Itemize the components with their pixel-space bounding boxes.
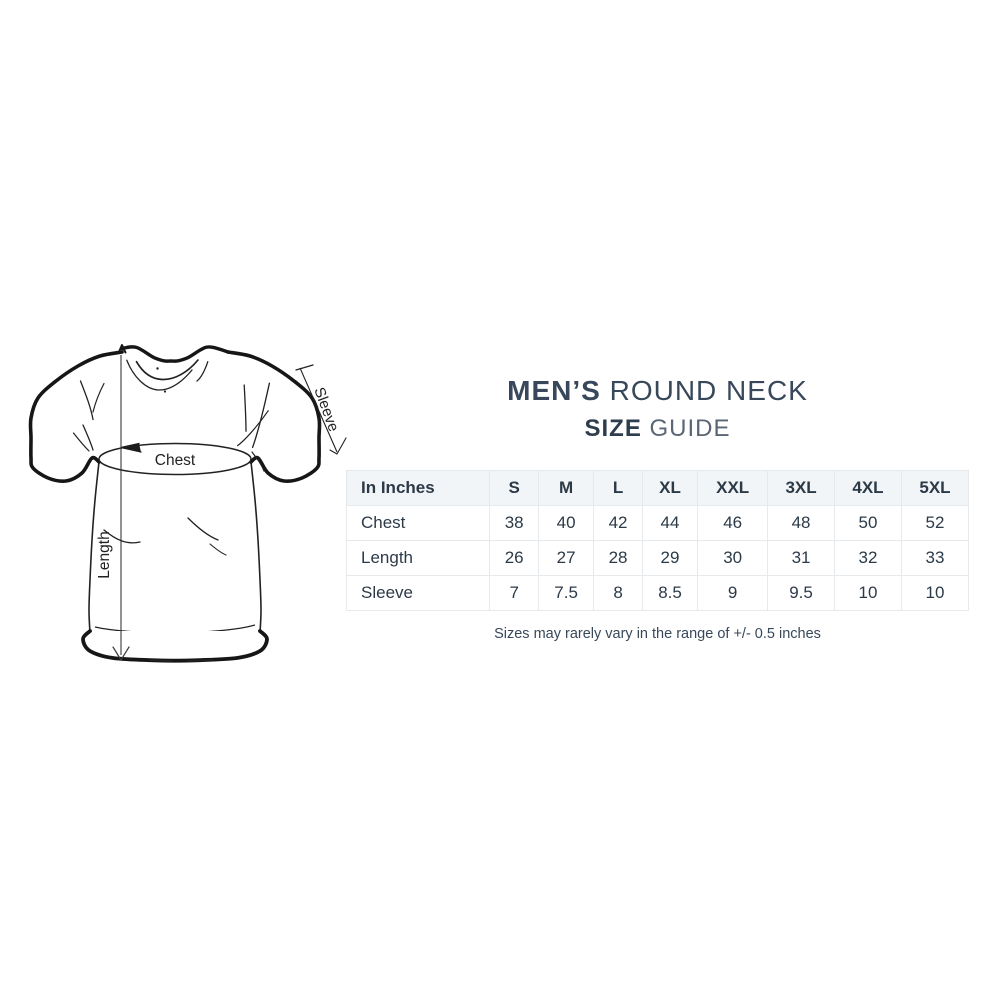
svg-text:Length: Length <box>96 531 113 578</box>
svg-text:Chest: Chest <box>155 452 196 469</box>
